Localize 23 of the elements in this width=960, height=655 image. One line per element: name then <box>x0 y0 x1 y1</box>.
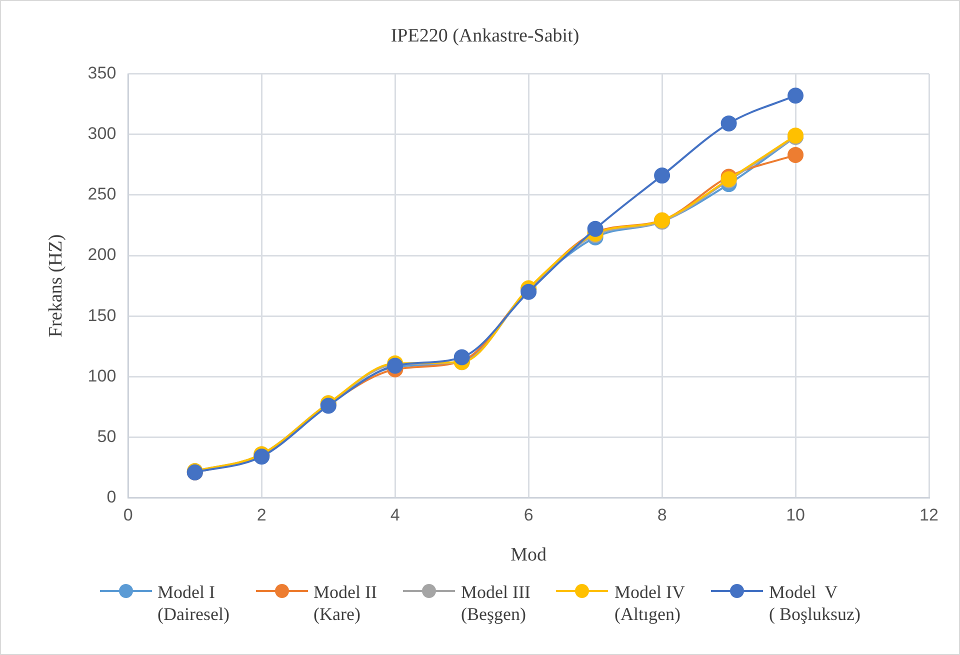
legend-label: Model IV (Altıgen) <box>614 581 685 625</box>
x-tick-label: 10 <box>786 506 805 525</box>
x-tick-label: 0 <box>123 506 133 525</box>
y-tick-label: 250 <box>88 184 116 204</box>
x-axis-title: Mod <box>510 544 548 566</box>
y-tick-label: 300 <box>88 124 116 144</box>
legend-label: Model II (Kare) <box>314 581 377 625</box>
legend-label: Model I (Dairesel) <box>158 581 230 625</box>
y-tick-label: 350 <box>88 63 116 82</box>
y-tick-label: 100 <box>88 366 116 386</box>
y-axis-title: Frekans (HZ) <box>45 234 66 338</box>
y-tick-label: 200 <box>88 245 116 264</box>
y-tick-label: 150 <box>88 306 116 325</box>
y-tick-label: 0 <box>106 487 116 506</box>
legend-label: Model V ( Boşluksuz) <box>768 581 860 625</box>
chart-title: IPE220 (Ankastre-Sabit) <box>390 25 580 46</box>
x-tick-label: 6 <box>524 506 534 525</box>
x-tick-label: 12 <box>920 506 938 525</box>
y-tick-label: 50 <box>97 426 116 446</box>
legend-label: Model III (Beşgen) <box>460 581 530 625</box>
x-tick-label: 8 <box>657 506 667 525</box>
x-tick-label: 2 <box>256 506 266 525</box>
x-tick-label: 4 <box>390 506 400 525</box>
